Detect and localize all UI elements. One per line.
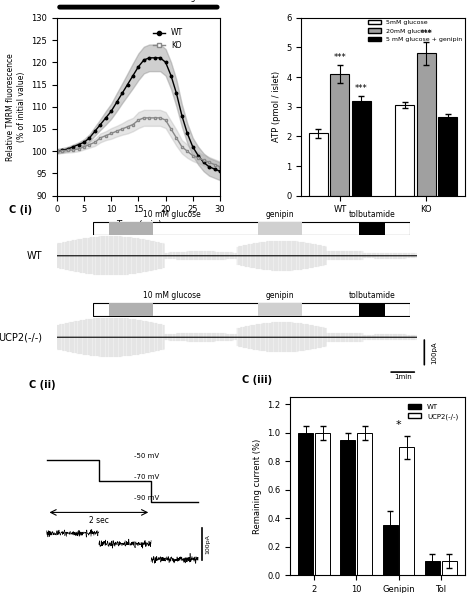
Bar (315, 433, 330, 575)
Bar (417, 53, 436, 196)
Bar (425, 561, 440, 575)
Bar (438, 117, 457, 196)
Text: C (i): C (i) (9, 205, 33, 215)
Legend: WT, KO: WT, KO (150, 25, 186, 53)
Text: 5 mM glucose: 5 mM glucose (167, 0, 220, 2)
Bar (400, 447, 414, 575)
Text: 1min: 1min (394, 374, 411, 380)
Bar (442, 561, 456, 575)
Text: -90 mV: -90 mV (134, 495, 159, 500)
Bar (383, 525, 398, 575)
Y-axis label: ATP (pmol / islet): ATP (pmol / islet) (272, 71, 281, 142)
Y-axis label: Remaining current (%): Remaining current (%) (253, 439, 262, 534)
Text: 2 sec: 2 sec (89, 515, 109, 525)
Text: *: * (396, 420, 401, 430)
Text: WT: WT (27, 251, 43, 261)
Text: ***: *** (334, 53, 346, 62)
Text: 100pA: 100pA (205, 534, 210, 554)
Bar (298, 433, 313, 575)
Text: C (ii): C (ii) (29, 381, 56, 390)
Y-axis label: Relative TMRM fluorescence
(% of initial value): Relative TMRM fluorescence (% of initial… (6, 53, 26, 161)
Text: ***: *** (355, 84, 368, 93)
Bar (340, 440, 356, 575)
Bar (357, 433, 373, 575)
X-axis label: Time (min): Time (min) (116, 220, 161, 229)
Bar (395, 106, 414, 196)
Bar (309, 133, 328, 196)
Legend: WT, UCP2(-/-): WT, UCP2(-/-) (405, 401, 461, 422)
Bar (352, 101, 371, 196)
Text: UCP2(-/-): UCP2(-/-) (0, 332, 43, 342)
Text: -50 mV: -50 mV (134, 453, 159, 459)
Text: 100pA: 100pA (431, 341, 438, 364)
Legend: 5mM glucose, 20mM glucose, 5 mM glucose + genipin: 5mM glucose, 20mM glucose, 5 mM glucose … (366, 17, 465, 44)
Text: ***: *** (419, 29, 432, 38)
Text: C (iii): C (iii) (242, 375, 272, 385)
Text: -70 mV: -70 mV (134, 474, 159, 480)
Bar (330, 74, 349, 196)
